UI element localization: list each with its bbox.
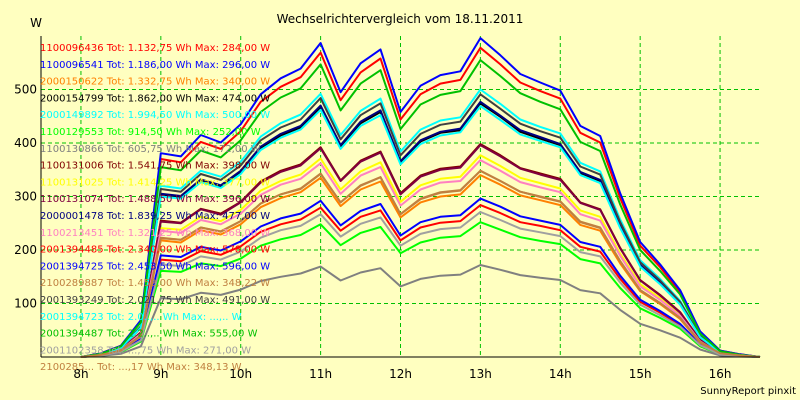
- x-tick-label: 13h: [469, 367, 492, 381]
- footer-credit: SunnyReport pinxit: [700, 386, 796, 397]
- series-line-10: [80, 144, 761, 358]
- y-axis-ticks: 100 200 300 400 500: [14, 83, 37, 311]
- legend-entry-8: 1100131006 Tot: 1.541,75 Wh Max: 398,00 …: [40, 161, 270, 172]
- legend-entry-12: 1100213451 Tot: 1.321,25 Wh Max: 368,00 …: [40, 228, 270, 239]
- legend-entry-18: 2001394487 Tot: 2.2..,.. Wh Max: 555,00 …: [40, 329, 258, 340]
- x-tick-label: 12h: [389, 367, 412, 381]
- series-line-11: [80, 100, 761, 358]
- legend-entry-10: 1100131074 Tot: 1.488,50 Wh Max: 396,00 …: [40, 194, 270, 205]
- y-tick-label: 300: [14, 190, 37, 204]
- series-line-16: [80, 93, 761, 358]
- legend-entry-13: 2001394485 Tot: 2.340,00 Wh Max: 578,00 …: [40, 245, 270, 256]
- series-line-9: [80, 154, 761, 358]
- series-line-5: [80, 88, 761, 358]
- y-tick-label: 500: [14, 83, 37, 97]
- legend-entry-3: 2000150622 Tot: 1.332,75 Wh Max: 340,00 …: [40, 77, 270, 88]
- legend-entry-7: 1100130866 Tot: 605,75 Wh Max: 172,00 W: [40, 144, 261, 155]
- y-tick-label: 100: [14, 297, 37, 311]
- legend-entry-9: 1100131025 Tot: 1.414,25 Wh Max: 377,00 …: [40, 177, 270, 188]
- series-line-20: [80, 169, 761, 358]
- legend-entry-14: 2001394725 Tot: 2.453,50 Wh Max: 596,00 …: [40, 261, 270, 272]
- x-tick-label: 10h: [229, 367, 252, 381]
- chart-title: Wechselrichtervergleich vom 18.11.2011: [277, 12, 524, 26]
- x-tick-label: 11h: [309, 367, 332, 381]
- legend-entry-2: 1100096541 Tot: 1.186,00 Wh Max: 296,00 …: [40, 60, 270, 71]
- series-line-7: [80, 264, 761, 358]
- legend: 1100096436 Tot: 1.132,75 Wh Max: 284,00 …: [40, 43, 270, 373]
- series-line-1: [80, 204, 761, 358]
- y-tick-label: 200: [14, 243, 37, 257]
- x-axis-ticks: 8h 9h 10h 11h 12h 13h 14h 15h 16h: [73, 367, 731, 381]
- series-lines: [80, 37, 761, 358]
- x-tick-label: 8h: [73, 367, 88, 381]
- y-axis-unit-label: W: [30, 16, 42, 30]
- legend-entry-5: 2000149892 Tot: 1.994,50 Wh Max: 500,00 …: [40, 110, 270, 121]
- legend-entry-19: 2001102358 Tot: ...,75 Wh Max: 271,00 W: [40, 345, 251, 356]
- series-line-12: [80, 159, 761, 358]
- x-tick-label: 9h: [153, 367, 168, 381]
- x-tick-label: 16h: [709, 367, 732, 381]
- legend-entry-16: 2001393249 Tot: 2.021,75 Wh Max: 491,00 …: [40, 295, 270, 306]
- x-tick-label: 14h: [549, 367, 572, 381]
- legend-entry-6: 1100129553 Tot: 914,50 Wh Max: 252,00 W: [40, 127, 261, 138]
- series-line-17: [80, 105, 761, 358]
- legend-entry-17: 2001394723 Tot: 2.0..,.. Wh Max: ...,.. …: [40, 312, 242, 323]
- series-line-19: [80, 211, 761, 358]
- x-tick-label: 15h: [629, 367, 652, 381]
- series-line-6: [80, 221, 761, 358]
- y-tick-label: 400: [14, 136, 37, 150]
- series-line-13: [80, 46, 761, 358]
- legend-entry-20: 2100285... Tot: ...,17 Wh Max: 348,13 W: [40, 362, 242, 373]
- legend-entry-15: 2100289887 Tot: 1.452,00 Wh Max: 348,22 …: [40, 278, 270, 289]
- axes: [40, 36, 760, 358]
- legend-entry-4: 2000154799 Tot: 1.862,00 Wh Max: 474,00 …: [40, 93, 270, 104]
- series-line-2: [80, 197, 761, 358]
- series-line-18: [80, 59, 761, 358]
- legend-entry-1: 1100096436 Tot: 1.132,75 Wh Max: 284,00 …: [40, 43, 270, 54]
- series-line-14: [80, 37, 761, 358]
- legend-entry-11: 2000001478 Tot: 1.839,25 Wh Max: 477,00 …: [40, 211, 270, 222]
